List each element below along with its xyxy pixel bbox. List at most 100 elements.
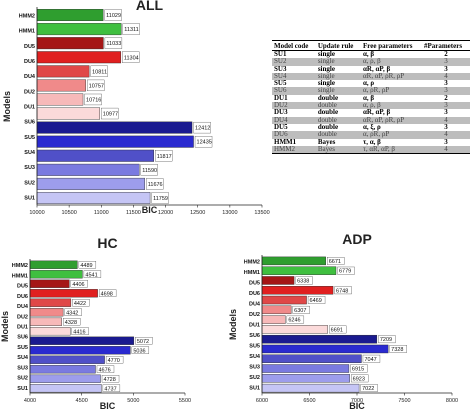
cell-model-code: DU5 xyxy=(274,122,288,131)
x-tick-label: 5000 xyxy=(127,398,139,404)
category-tick-label: DU4 xyxy=(24,74,36,80)
cell-update-rule: single xyxy=(317,50,335,58)
data-label: 12435 xyxy=(197,140,212,146)
table-row: DU4 double αR, αP, ρR, ρP 4 xyxy=(272,116,470,124)
bar xyxy=(36,107,101,120)
x-axis-label: BIC xyxy=(142,205,158,215)
category-tick-label: DU1 xyxy=(24,105,35,111)
data-label-box xyxy=(98,289,117,297)
bar xyxy=(36,37,104,50)
bar xyxy=(29,289,98,298)
data-label: 7022 xyxy=(362,386,374,392)
cell-free-parameters: α, ρR, ρP xyxy=(361,87,422,95)
x-tick-label: 6000 xyxy=(256,398,268,404)
bar xyxy=(29,346,131,355)
data-label-box xyxy=(295,276,313,285)
data-label: 6469 xyxy=(310,298,322,304)
category-tick-label: DU4 xyxy=(17,304,29,310)
bar xyxy=(36,191,151,204)
bar xyxy=(36,93,84,106)
data-label: 4489 xyxy=(80,263,92,269)
data-label-box xyxy=(155,150,173,162)
data-label: 10977 xyxy=(103,112,118,118)
category-tick-label: SU5 xyxy=(17,345,28,351)
data-label-box xyxy=(135,337,153,345)
data-label: 12412 xyxy=(195,126,210,132)
data-label-box xyxy=(96,365,115,373)
data-label-box xyxy=(327,257,345,265)
data-label: 6246 xyxy=(288,318,300,324)
cell-num-parameters: 3 xyxy=(421,57,470,66)
category-tick-label: SU3 xyxy=(249,365,260,371)
data-label-box xyxy=(101,107,119,120)
cell-model-code: SU4 xyxy=(272,72,316,81)
data-label-box xyxy=(307,296,326,304)
data-label: 5072 xyxy=(137,339,149,345)
data-label-box xyxy=(131,346,150,354)
y-axis-label: Models xyxy=(0,311,10,342)
cell-model-code: SU1 xyxy=(274,50,287,58)
cell-free-parameters: αR, αP, ρR, ρP xyxy=(361,116,422,124)
data-label: 4328 xyxy=(65,320,77,326)
bar xyxy=(36,23,122,36)
bar xyxy=(29,260,78,269)
cell-free-parameters: α, ξ, ρ xyxy=(363,122,381,131)
data-label: 7209 xyxy=(380,337,392,343)
bar xyxy=(29,336,135,345)
category-tick-label: HMM1 xyxy=(19,29,35,35)
bar xyxy=(36,51,122,64)
data-label: 4541 xyxy=(85,272,97,278)
table-header-row: Model code Update rule Free parameters #… xyxy=(272,40,470,51)
x-tick-label: 6500 xyxy=(303,398,315,404)
cell-update-rule: Bayes xyxy=(315,145,361,155)
cell-model-code: DU1 xyxy=(274,93,288,102)
table-row: SU6 single α, ρR, ρP 3 xyxy=(272,87,470,95)
category-tick-label: SU4 xyxy=(249,354,261,360)
category-tick-label: SU5 xyxy=(24,135,35,141)
bar xyxy=(29,298,72,307)
data-label-box xyxy=(350,364,368,373)
bar xyxy=(261,325,328,334)
table-row: SU1 single α, β 2 xyxy=(272,50,470,59)
cell-num-parameters: 4 xyxy=(421,72,470,81)
category-tick-label: DU5 xyxy=(249,280,260,286)
bar xyxy=(261,344,389,354)
data-label-box xyxy=(101,375,120,383)
data-label: 4406 xyxy=(72,282,84,288)
data-label-box xyxy=(328,325,347,334)
cell-free-parameters: αR, αP, ρR, ρP xyxy=(361,72,422,81)
header-num-parameters: #Parameters xyxy=(421,40,470,51)
cell-num-parameters: 3 xyxy=(421,101,470,110)
bar xyxy=(261,383,360,393)
data-label: 4416 xyxy=(73,329,85,335)
table-row: SU3 single αR, αP, β 3 xyxy=(272,65,470,73)
bar xyxy=(261,374,350,383)
cell-free-parameters: α, β xyxy=(363,50,375,58)
table-row: HMM1 Bayes τ, α, β 3 xyxy=(272,137,470,146)
data-label: 4728 xyxy=(104,377,116,383)
bar xyxy=(29,374,101,383)
cell-model-code: SU2 xyxy=(272,57,316,66)
cell-num-parameters: 3 xyxy=(444,137,448,146)
bar xyxy=(261,295,307,305)
adp-chart: ADP 6671 6779 6338 6748 6469 6307 6246 6691 7209 7… xyxy=(228,231,458,411)
bar xyxy=(36,149,155,162)
x-tick-label: 12500 xyxy=(190,210,205,216)
chart-title: ALL xyxy=(136,0,164,13)
data-label-box xyxy=(389,345,407,353)
x-tick-label: 13000 xyxy=(222,210,237,216)
x-tick-label: 13500 xyxy=(254,210,269,216)
bar xyxy=(29,327,71,336)
data-label: 11759 xyxy=(153,196,168,202)
data-label-box xyxy=(72,299,90,307)
cell-num-parameters: 3 xyxy=(444,79,448,88)
bar xyxy=(29,384,102,393)
data-label-box xyxy=(63,318,81,326)
category-tick-label: SU4 xyxy=(17,355,29,361)
category-tick-label: DU1 xyxy=(249,323,260,329)
data-label-box xyxy=(194,136,213,148)
category-tick-label: DU2 xyxy=(24,89,35,95)
